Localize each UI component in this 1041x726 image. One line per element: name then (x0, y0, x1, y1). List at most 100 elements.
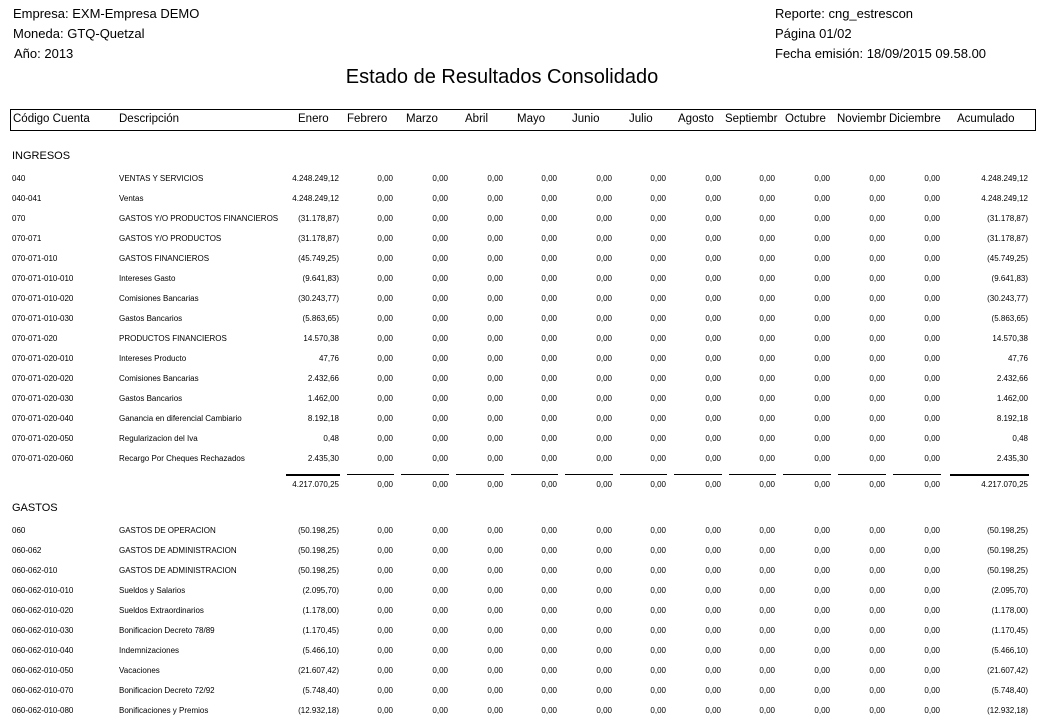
value-month: 0,00 (541, 414, 557, 423)
value-month: 0,00 (814, 194, 830, 203)
value-acumulado: (5.466,10) (991, 646, 1028, 655)
total-divider (783, 474, 831, 475)
value-month: 0,00 (705, 606, 721, 615)
value-month: 0,00 (759, 194, 775, 203)
value-month: 0,00 (596, 194, 612, 203)
value-enero: 2.435,30 (307, 454, 339, 463)
value-month: 0,00 (869, 586, 885, 595)
value-month: 0,00 (487, 274, 503, 283)
account-code: 040 (12, 174, 26, 183)
value-enero: (31.178,87) (298, 214, 339, 223)
table-row: 070-071-010-010 Intereses Gasto (9.641,83)… (0, 274, 1041, 294)
value-acumulado: (31.178,87) (987, 214, 1028, 223)
value-month: 0,00 (814, 294, 830, 303)
value-month: 0,00 (377, 546, 393, 555)
account-description: Vacaciones (119, 666, 160, 675)
value-month: 0,00 (487, 626, 503, 635)
report-title: Estado de Resultados Consolidado (345, 66, 659, 88)
value-month: 0,00 (596, 254, 612, 263)
account-code: 060-062-010-070 (12, 686, 74, 695)
value-month: 0,00 (759, 606, 775, 615)
account-description: GASTOS DE OPERACION (119, 526, 216, 535)
value-month: 0,00 (487, 606, 503, 615)
value-month: 0,00 (541, 606, 557, 615)
value-month: 0,00 (487, 374, 503, 383)
value-month: 0,00 (432, 666, 448, 675)
value-month: 0,00 (924, 294, 940, 303)
value-month: 0,00 (924, 174, 940, 183)
value-acumulado: (1.178,00) (991, 606, 1028, 615)
account-description: Regularizacion del Iva (119, 434, 198, 443)
value-month: 0,00 (924, 686, 940, 695)
value-month: 0,00 (432, 354, 448, 363)
value-month: 0,00 (541, 214, 557, 223)
col-marzo: Marzo (406, 113, 438, 125)
total-divider (401, 474, 449, 475)
value-month: 0,00 (487, 454, 503, 463)
account-description: Bonificacion Decreto 72/92 (119, 686, 215, 695)
value-month: 0,00 (541, 254, 557, 263)
value-month: 0,00 (377, 354, 393, 363)
account-description: Comisiones Bancarias (119, 374, 199, 383)
total-enero: 4.217.070,25 (292, 480, 339, 489)
value-month: 0,00 (924, 234, 940, 243)
value-month: 0,00 (377, 666, 393, 675)
value-acumulado: 8.192,18 (996, 414, 1028, 423)
value-month: 0,00 (377, 294, 393, 303)
account-code: 060-062-010-020 (12, 606, 74, 615)
report-header-left: Empresa: EXM-Empresa DEMO Moneda: GTQ-Qu… (13, 4, 199, 64)
value-month: 0,00 (432, 586, 448, 595)
value-month: 0,00 (487, 414, 503, 423)
table-row: 060-062-010-080 Bonificaciones y Premios (… (0, 706, 1041, 726)
account-description: GASTOS DE ADMINISTRACION (119, 566, 237, 575)
account-code: 060-062-010-010 (12, 586, 74, 595)
value-month: 0,00 (650, 234, 666, 243)
value-month: 0,00 (705, 434, 721, 443)
value-month: 0,00 (869, 666, 885, 675)
value-month: 0,00 (924, 586, 940, 595)
value-month: 0,00 (650, 414, 666, 423)
value-month: 0,00 (814, 454, 830, 463)
value-month: 0,00 (487, 214, 503, 223)
value-enero: (5.466,10) (302, 646, 339, 655)
value-month: 0,00 (705, 666, 721, 675)
value-acumulado: 2.432,66 (996, 374, 1028, 383)
value-month: 0,00 (814, 646, 830, 655)
value-month: 0,00 (705, 254, 721, 263)
value-month: 0,00 (596, 414, 612, 423)
value-month: 0,00 (650, 666, 666, 675)
total-divider (950, 474, 1029, 476)
value-month: 0,00 (924, 706, 940, 715)
value-month: 0,00 (759, 626, 775, 635)
value-month: 0,00 (541, 374, 557, 383)
value-month: 0,00 (869, 526, 885, 535)
value-month: 0,00 (869, 394, 885, 403)
value-month: 0,00 (487, 686, 503, 695)
total-divider (347, 474, 394, 475)
value-month: 0,00 (541, 454, 557, 463)
account-code: 070-071-020-060 (12, 454, 74, 463)
account-code: 060-062-010-050 (12, 666, 74, 675)
value-month: 0,00 (541, 626, 557, 635)
account-description: GASTOS DE ADMINISTRACION (119, 546, 237, 555)
section-heading: GASTOS (12, 502, 58, 514)
value-month: 0,00 (541, 434, 557, 443)
value-month: 0,00 (705, 394, 721, 403)
value-month: 0,00 (377, 626, 393, 635)
total-divider (729, 474, 776, 475)
value-acumulado: (2.095,70) (991, 586, 1028, 595)
account-code: 070-071-020 (12, 334, 58, 343)
col-julio: Julio (629, 113, 653, 125)
value-month: 0,00 (432, 526, 448, 535)
account-description: Bonificaciones y Premios (119, 706, 209, 715)
value-month: 0,00 (377, 586, 393, 595)
account-code: 060-062 (12, 546, 42, 555)
value-month: 0,00 (759, 234, 775, 243)
value-month: 0,00 (814, 174, 830, 183)
value-month: 0,00 (541, 334, 557, 343)
account-code: 070-071-020-030 (12, 394, 74, 403)
value-month: 0,00 (705, 646, 721, 655)
col-diciembre: Diciembre (889, 113, 941, 125)
value-month: 0,00 (869, 374, 885, 383)
value-enero: (5.748,40) (302, 686, 339, 695)
